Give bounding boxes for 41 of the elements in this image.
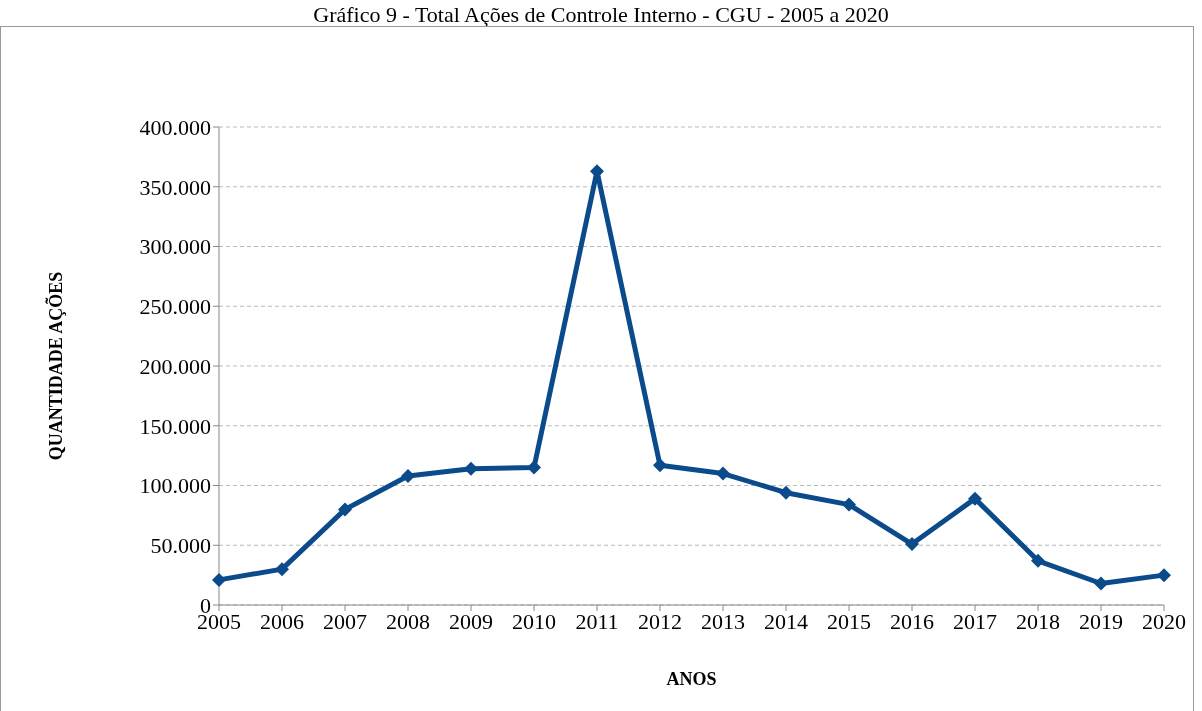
x-tick-label: 2010 xyxy=(512,608,556,634)
point xyxy=(1031,553,1045,568)
point xyxy=(212,572,226,587)
x-tick-label: 2014 xyxy=(764,608,808,634)
x-tick-label: 2009 xyxy=(449,608,493,634)
y-axis-title: QUANTIDADE AÇÕES xyxy=(45,271,67,461)
point xyxy=(653,458,667,473)
x-tick-label: 2011 xyxy=(575,608,619,634)
y-tick-label: 300.000 xyxy=(139,234,211,260)
point xyxy=(968,491,982,506)
point xyxy=(842,497,856,512)
y-tick-label: 250.000 xyxy=(139,294,211,320)
x-tick-label: 2006 xyxy=(260,608,304,634)
x-tick-label: 2017 xyxy=(953,608,997,634)
x-tick-label: 2007 xyxy=(323,608,367,634)
point xyxy=(527,460,541,475)
point xyxy=(716,466,730,481)
y-tick-label: 100.000 xyxy=(139,473,211,499)
point xyxy=(905,537,919,552)
y-tick-label: 50.000 xyxy=(150,533,211,559)
y-tick-label: 350.000 xyxy=(139,174,211,200)
y-tick-label: 400.000 xyxy=(139,114,211,140)
y-tick-label: 150.000 xyxy=(139,413,211,439)
point xyxy=(401,468,415,483)
x-tick-label: 2013 xyxy=(701,608,745,634)
point xyxy=(1094,576,1108,591)
y-tick-label: 200.000 xyxy=(139,353,211,379)
x-tick-label: 2019 xyxy=(1079,608,1123,634)
x-tick-label: 2008 xyxy=(386,608,430,634)
point xyxy=(1157,568,1171,583)
x-axis-title: ANOS xyxy=(666,669,717,689)
x-tick-label: 2016 xyxy=(890,608,934,634)
chart-title: Gráfico 9 - Total Ações de Controle Interno - CGU - 2005 a 2020 xyxy=(312,2,890,28)
x-tick-label: 2012 xyxy=(638,608,682,634)
x-tick-label: 2020 xyxy=(1142,608,1186,634)
point xyxy=(338,502,352,517)
point xyxy=(779,485,793,500)
point xyxy=(275,562,289,577)
x-tick-label: 2018 xyxy=(1016,608,1060,634)
point xyxy=(464,461,478,476)
x-tick-label: 2015 xyxy=(827,608,871,634)
